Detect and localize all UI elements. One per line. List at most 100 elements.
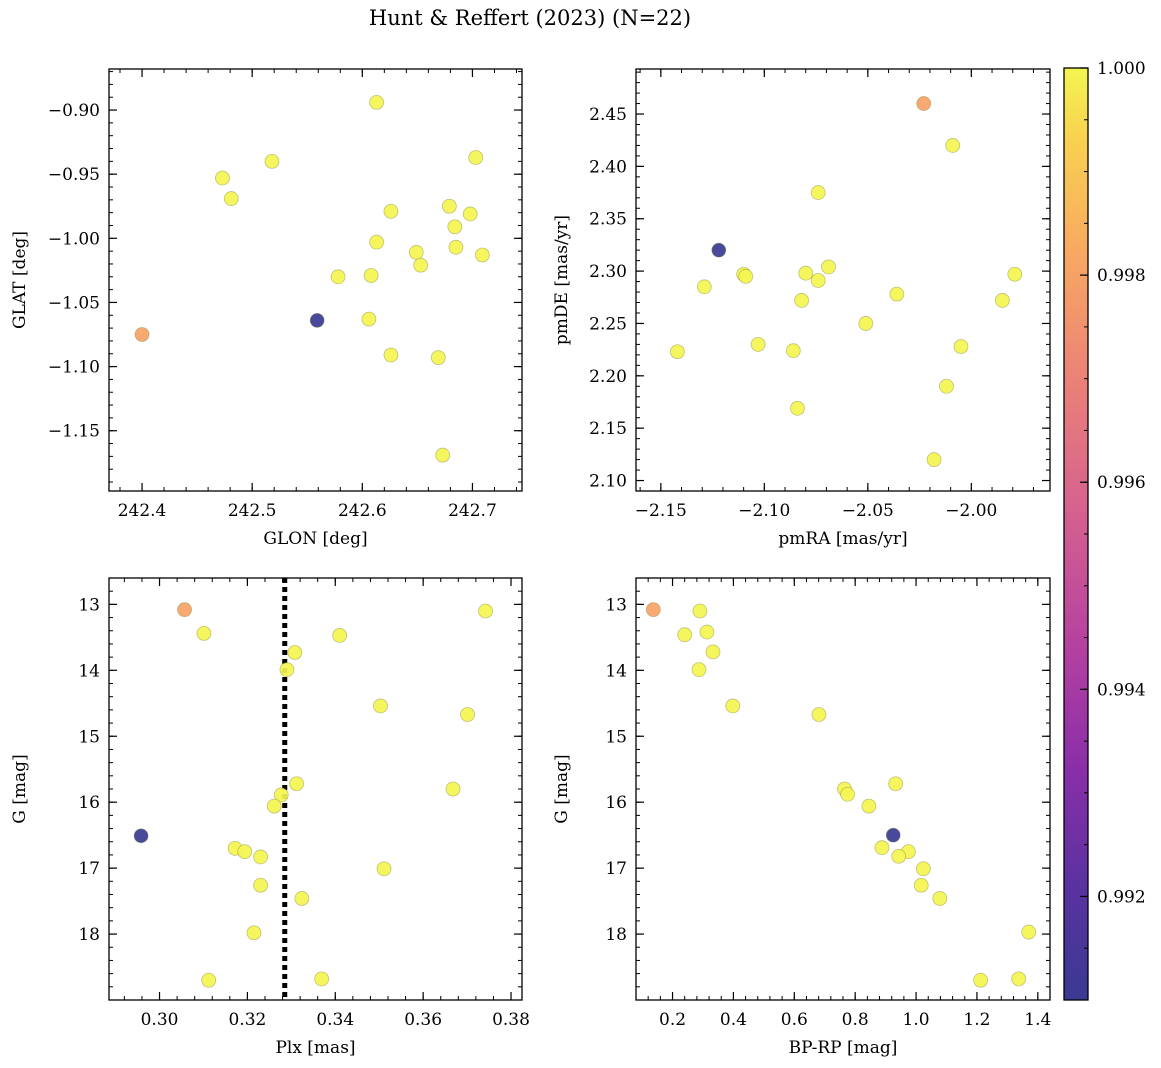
y-tick-label: 15 — [605, 727, 627, 747]
y-tick-label: 16 — [78, 793, 100, 813]
scatter-point — [279, 662, 295, 678]
x-tick-label: 242.7 — [448, 501, 497, 521]
x-tick-label: −2.05 — [842, 501, 894, 521]
y-tick-label: −1.10 — [48, 358, 100, 378]
scatter-point — [462, 206, 478, 222]
scatter-point — [645, 602, 661, 618]
scatter-point — [705, 644, 721, 660]
y-tick-label: 16 — [605, 793, 627, 813]
y-tick-label: 13 — [78, 595, 100, 615]
scatter-point — [932, 891, 948, 906]
figure-title: Hunt & Reffert (2023) (N=22) — [368, 6, 692, 30]
scatter-point — [888, 776, 904, 792]
scatter-point — [468, 150, 484, 165]
scatter-point — [264, 153, 280, 169]
y-tick-label: −1.15 — [48, 422, 100, 442]
minor-ticks — [109, 69, 522, 491]
y-tick-label: 17 — [605, 859, 627, 879]
x-tick-label: 1.0 — [903, 1010, 930, 1030]
y-tick-label: 2.30 — [589, 262, 627, 282]
scatter-point — [994, 293, 1010, 308]
scatter-point — [889, 286, 905, 302]
scatter-point — [858, 316, 874, 331]
scatter-point — [474, 247, 490, 263]
x-tick-label: 0.6 — [781, 1010, 808, 1030]
scatter-point — [201, 972, 217, 988]
scatter-point — [314, 971, 330, 987]
scatter-point — [810, 185, 826, 200]
scatter-point — [794, 293, 809, 308]
scatter-point — [738, 268, 754, 284]
scatter-point — [361, 311, 377, 327]
scatter-point — [670, 344, 685, 360]
scatter-point — [885, 827, 901, 843]
colorbar-tick-label: 1.000 — [1097, 59, 1146, 79]
panel-plx-g: 0.30 0.32 0.34 0.36 0.38 13 14 15 16 17 18 Plx [mas… — [10, 577, 530, 1058]
scatter-point — [363, 268, 379, 283]
x-tick-label: 0.36 — [404, 1010, 442, 1030]
y-tick-label: 18 — [605, 925, 627, 945]
scatter-point — [435, 447, 451, 463]
y-axis-label: G [mag] — [552, 754, 572, 823]
scatter-point — [441, 198, 457, 214]
scatter-point — [408, 245, 424, 260]
scatter-point — [223, 191, 239, 206]
minor-ticks — [636, 69, 1050, 491]
panel-bprp-g: 0.2 0.4 0.6 0.8 1.0 1.2 1.4 13 14 15 16 17 18 BP-RP [… — [552, 577, 1051, 1058]
scatter-point — [953, 339, 969, 354]
scatter-point — [376, 861, 392, 877]
x-tick-label: −2.10 — [738, 501, 790, 521]
scatter-point — [1021, 924, 1037, 940]
scatter-point — [237, 844, 253, 860]
panel-glon-glat: 242.4 242.5 242.6 242.7 −0.90 −0.95 −1.00 −1.05… — [10, 68, 523, 549]
scatter-point — [798, 265, 814, 281]
x-axis-label: GLON [deg] — [263, 529, 367, 549]
scatter-point — [460, 707, 475, 722]
scatter-point — [383, 347, 399, 363]
y-tick-label: 2.10 — [589, 472, 627, 492]
x-tick-label: 242.6 — [338, 501, 387, 521]
y-tick-label: −1.00 — [48, 229, 100, 249]
scatter-point — [289, 776, 305, 792]
scatter-point — [691, 662, 707, 678]
x-tick-label: −2.00 — [945, 501, 997, 521]
scatter-point — [861, 798, 877, 814]
y-axis-label: pmDE [mas/yr] — [552, 215, 572, 345]
scatter-point — [430, 350, 446, 366]
scatter-point — [973, 972, 988, 988]
x-tick-label: 0.38 — [492, 1010, 530, 1030]
scatter-point — [133, 828, 149, 844]
scatter-point — [383, 203, 399, 219]
scatter-point — [196, 625, 212, 641]
scatter-point — [785, 343, 801, 359]
panel-pmra-pmde: −2.15 −2.10 −2.05 −2.00 2.10 2.15 2.20 2.25 2.30… — [552, 68, 1051, 549]
x-tick-label: 0.4 — [720, 1010, 747, 1030]
scatter-point — [790, 400, 805, 416]
scatter-point — [373, 698, 388, 714]
scatter-point — [448, 239, 464, 255]
y-tick-label: −1.05 — [48, 293, 100, 313]
colorbar-tick-label: 0.994 — [1097, 680, 1146, 700]
scatter-point — [413, 257, 429, 273]
scatter-point — [916, 96, 932, 111]
scatter-point — [699, 624, 715, 640]
scatter-point — [913, 877, 929, 893]
scatter-point — [447, 219, 463, 235]
x-tick-label: 1.4 — [1024, 1010, 1051, 1030]
y-tick-label: 14 — [605, 661, 627, 681]
scatter-point — [711, 242, 727, 258]
scatter-point — [266, 798, 282, 814]
y-tick-label: 13 — [605, 595, 627, 615]
scatter-point — [750, 336, 766, 352]
axes-frame — [635, 577, 1051, 1001]
x-tick-label: 0.34 — [316, 1010, 354, 1030]
x-tick-label: 0.32 — [228, 1010, 266, 1030]
axes-frame — [108, 577, 523, 1001]
y-tick-label: 2.40 — [589, 157, 627, 177]
y-tick-label: 2.20 — [589, 367, 627, 387]
x-axis-label: pmRA [mas/yr] — [778, 529, 907, 549]
x-axis-label: Plx [mas] — [275, 1038, 355, 1058]
scatter-point — [294, 891, 310, 906]
y-axis-label: GLAT [deg] — [10, 231, 30, 329]
scatter-point — [273, 787, 289, 803]
